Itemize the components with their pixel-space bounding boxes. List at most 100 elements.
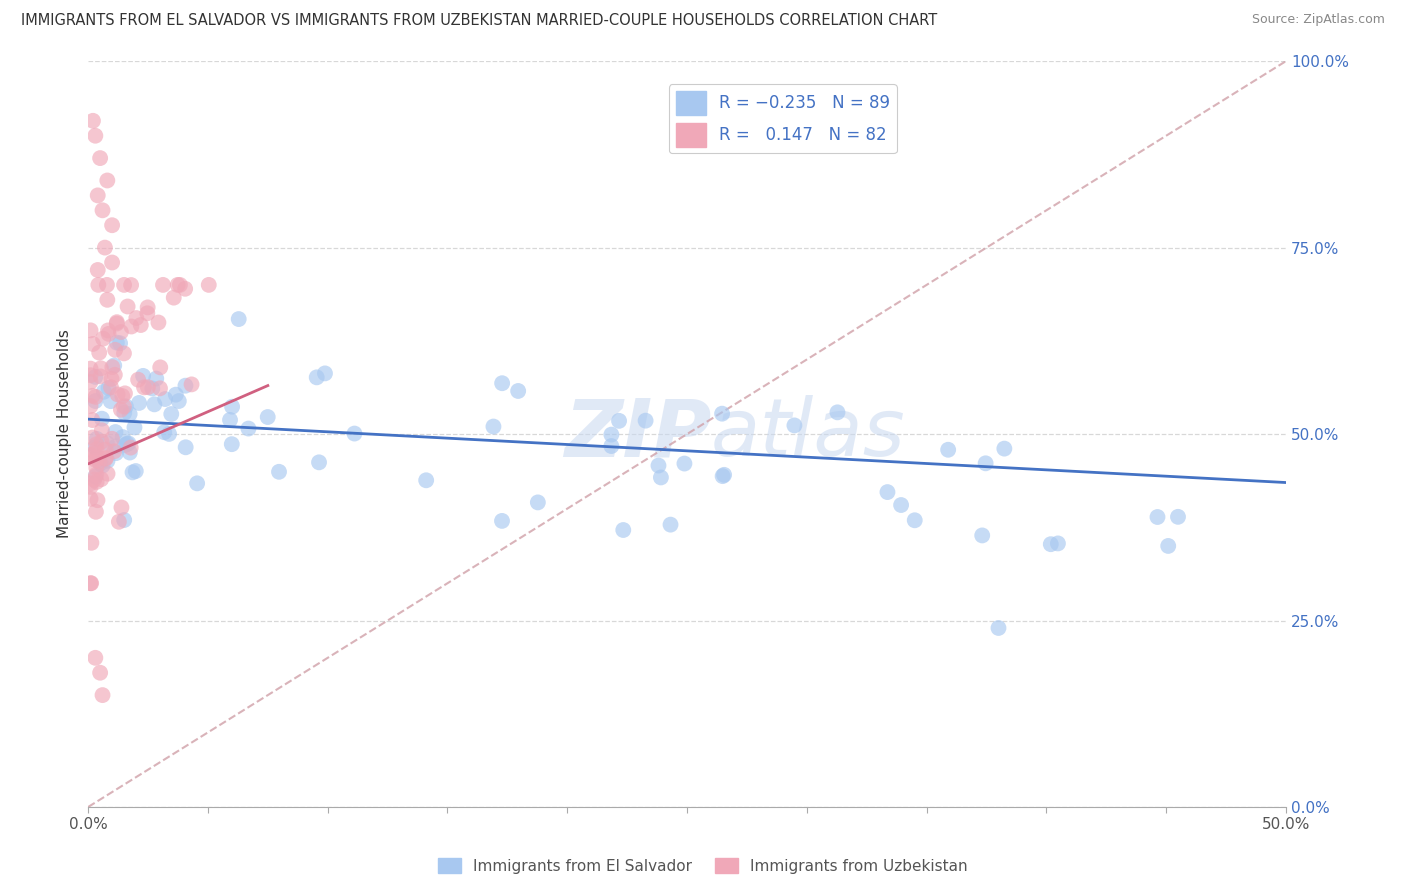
Text: IMMIGRANTS FROM EL SALVADOR VS IMMIGRANTS FROM UZBEKISTAN MARRIED-COUPLE HOUSEHO: IMMIGRANTS FROM EL SALVADOR VS IMMIGRANT… <box>21 13 938 29</box>
Point <box>120 278 142 293</box>
Point <box>136 380 159 394</box>
Point <box>117 300 139 314</box>
Point <box>314 367 336 381</box>
Point <box>79 323 101 337</box>
Point <box>82 113 104 128</box>
Point <box>86 493 108 508</box>
Point <box>114 438 136 452</box>
Point <box>415 473 437 487</box>
Point <box>936 442 959 457</box>
Point <box>97 381 120 395</box>
Point <box>1046 536 1069 550</box>
Point <box>974 456 997 470</box>
Point <box>228 312 250 326</box>
Point <box>238 421 260 435</box>
Legend: R = −0.235   N = 89, R =   0.147   N = 82: R = −0.235 N = 89, R = 0.147 N = 82 <box>669 85 897 153</box>
Y-axis label: Married-couple Households: Married-couple Households <box>58 330 72 539</box>
Point <box>136 306 159 320</box>
Point <box>105 317 128 331</box>
Point <box>129 318 152 332</box>
Point <box>174 440 197 454</box>
Point <box>84 505 107 519</box>
Point <box>96 173 118 187</box>
Point <box>152 277 174 292</box>
Point <box>91 203 114 218</box>
Point <box>91 688 114 702</box>
Point <box>104 343 127 357</box>
Point <box>79 368 101 383</box>
Point <box>125 464 148 478</box>
Point <box>96 454 118 468</box>
Point <box>128 396 150 410</box>
Point <box>115 437 138 451</box>
Point <box>711 407 734 421</box>
Point <box>86 442 108 457</box>
Point <box>110 500 132 515</box>
Point <box>90 472 112 486</box>
Point <box>84 370 107 384</box>
Point <box>79 448 101 462</box>
Point <box>132 368 155 383</box>
Point <box>87 263 110 277</box>
Point <box>659 517 682 532</box>
Point <box>79 399 101 413</box>
Point <box>600 439 623 453</box>
Point <box>673 457 696 471</box>
Point <box>108 515 131 529</box>
Point <box>167 394 190 409</box>
Point <box>491 514 513 528</box>
Point <box>84 467 107 482</box>
Point <box>97 326 120 341</box>
Point <box>80 576 103 591</box>
Point <box>904 513 927 527</box>
Point <box>1039 537 1062 551</box>
Point <box>132 380 155 394</box>
Point <box>105 335 128 350</box>
Point <box>125 311 148 326</box>
Point <box>148 316 170 330</box>
Point <box>121 466 143 480</box>
Point <box>84 453 107 467</box>
Point <box>105 315 128 329</box>
Point <box>174 282 197 296</box>
Point <box>343 426 366 441</box>
Point <box>153 425 176 440</box>
Point <box>890 498 912 512</box>
Point <box>94 442 117 457</box>
Point <box>101 255 124 269</box>
Point <box>508 384 530 398</box>
Point <box>101 360 124 375</box>
Text: Source: ZipAtlas.com: Source: ZipAtlas.com <box>1251 13 1385 27</box>
Point <box>112 400 135 414</box>
Point <box>149 381 172 395</box>
Point <box>101 218 124 232</box>
Point <box>84 437 107 451</box>
Point <box>117 436 139 450</box>
Point <box>186 476 208 491</box>
Point <box>647 458 669 473</box>
Point <box>308 455 330 469</box>
Point <box>104 368 127 382</box>
Point <box>118 407 141 421</box>
Point <box>90 423 112 437</box>
Point <box>90 434 112 449</box>
Point <box>600 427 623 442</box>
Point <box>165 387 187 401</box>
Point <box>93 384 115 399</box>
Point <box>82 337 104 351</box>
Point <box>103 444 125 458</box>
Text: atlas: atlas <box>711 395 905 473</box>
Point <box>90 411 112 425</box>
Point <box>79 491 101 506</box>
Point <box>114 386 136 401</box>
Point <box>104 425 127 439</box>
Point <box>96 436 118 450</box>
Point <box>84 469 107 483</box>
Point <box>100 372 122 386</box>
Point <box>1167 509 1189 524</box>
Point <box>79 361 101 376</box>
Legend: Immigrants from El Salvador, Immigrants from Uzbekistan: Immigrants from El Salvador, Immigrants … <box>432 852 974 880</box>
Point <box>1146 510 1168 524</box>
Point <box>607 414 630 428</box>
Point <box>118 445 141 459</box>
